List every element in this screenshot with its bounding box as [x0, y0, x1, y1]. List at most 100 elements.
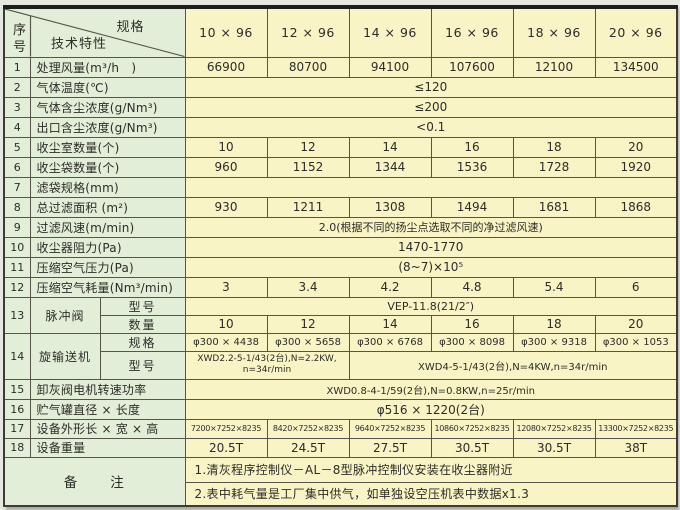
cell-value: 18: [512, 314, 596, 334]
cell-value: 30.5T: [512, 437, 596, 458]
spec-col-header: 14 × 96: [348, 6, 432, 58]
cell-value: 1152: [266, 156, 350, 178]
notes-row: 2.表中耗气量是工厂集中供气，如单独设空压机表中数据x1.3: [4, 481, 678, 507]
cell-value: 20: [594, 136, 678, 158]
cell-value: φ300 × 5658: [266, 332, 350, 352]
cell-value: 1920: [594, 156, 678, 178]
row-label: 卸灰阀电机转速功率: [29, 378, 186, 400]
table-row: 8 总过滤面积 (m²) 930 1211 1308 1494 1681 186…: [3, 196, 678, 218]
cell-span-value: ≤120: [184, 76, 678, 98]
row-number: 11: [3, 256, 31, 278]
spec-col-header: 18 × 96: [512, 6, 596, 58]
cell-value: 30.5T: [430, 437, 514, 458]
table-row: 2 气体温度(℃) ≤120: [3, 76, 678, 98]
cell-value: 1211: [266, 196, 350, 218]
sub-row-label: 规格: [99, 332, 186, 352]
cell-span-value: [184, 176, 678, 198]
cell-value: φ300 × 6768: [348, 332, 432, 352]
cell-value: 66900: [184, 56, 268, 78]
cell-span-value: <0.1: [184, 116, 678, 138]
sub-row-label: 数量: [99, 314, 186, 334]
cell-value: 94100: [348, 56, 432, 78]
row-number: 2: [3, 76, 31, 98]
cell-value: 4.8: [430, 276, 514, 298]
row-number: 12: [3, 276, 31, 298]
cell-value: 6: [594, 276, 678, 298]
table-row: 14 旋输送机 规格 φ300 × 4438 φ300 × 5658 φ300 …: [3, 332, 678, 380]
cell-value: 1308: [348, 196, 432, 218]
note-line: 1.清灰程序控制仪－AL－8型脉冲控制仪安装在收尘器附近: [184, 456, 678, 483]
table-row: 10 收尘器阻力(Pa) 1470-1770: [3, 236, 678, 258]
row-label: 收尘室数量(个): [29, 136, 186, 158]
cell-span-value: XWD0.8-4-1/59(2台),N=0.8KW,n=25r/min: [184, 378, 678, 400]
notes-label: 备 注: [3, 456, 186, 507]
spec-col-header: 12 × 96: [266, 6, 350, 58]
cell-value-line1: XWD2.2-5-1/43(2台),N=2.2KW,: [197, 353, 337, 364]
cell-value: 5.4: [512, 276, 596, 298]
cell-value: 14: [348, 314, 432, 334]
row-number: 1: [3, 56, 31, 78]
cell-value: 16: [430, 314, 514, 334]
corner-label-spec: 规格: [116, 20, 145, 35]
cell-span-value: 2.0(根据不同的扬尘点选取不同的净过滤风速): [184, 216, 678, 238]
row-label: 压缩空气压力(Pa): [29, 256, 186, 278]
cell-value: 134500: [594, 56, 678, 78]
cell-value: 12100: [512, 56, 596, 78]
cell-value: 7200×7252×8235: [184, 418, 268, 439]
spec-table: 序 号 规格 技术特性 10 × 96 12 × 96 14 × 96 16 ×…: [3, 5, 678, 507]
table-row: 13 脉冲阀 型号 VEP-11.8(21/2″): [3, 296, 678, 334]
notes-row: 备 注 1.清灰程序控制仪－AL－8型脉冲控制仪安装在收尘器附近: [3, 456, 678, 507]
cell-value: 1536: [430, 156, 514, 178]
cell-value: 20.5T: [184, 437, 268, 458]
row-label: 收尘袋数量(个): [29, 156, 186, 178]
note-line: 2.表中耗气量是工厂集中供气，如单独设空压机表中数据x1.3: [184, 481, 678, 507]
row-label: 处理风量(m³/h ): [29, 56, 186, 78]
row-label: 总过滤面积 (m²): [29, 196, 186, 218]
cell-span-value: VEP-11.8(21/2″): [184, 296, 678, 316]
table-row: 1 处理风量(m³/h ) 66900 80700 94100 107600 1…: [3, 56, 678, 78]
cell-value: 960: [184, 156, 268, 178]
table-row: 18 设备重量 20.5T 24.5T 27.5T 30.5T 30.5T 38…: [3, 437, 678, 458]
cell-span-value: ≤200: [184, 96, 678, 118]
cell-value: 14: [348, 136, 432, 158]
row-number: 9: [3, 216, 31, 238]
corner-cell: 序 号 规格 技术特性: [3, 6, 186, 58]
spec-col-header: 10 × 96: [184, 6, 268, 58]
diagonal-line: [5, 9, 184, 56]
cell-value: 38T: [594, 437, 678, 458]
cell-span-value: XWD2.2-5-1/43(2台),N=2.2KW, n=34r/min: [184, 350, 350, 380]
row-label: 滤袋规格(mm): [29, 176, 186, 198]
cell-value: 3.4: [266, 276, 350, 298]
cell-value: φ300 × 1053: [594, 332, 678, 352]
table-row: 16 贮气罐直径 × 长度 φ516 × 1220(2台): [3, 398, 678, 420]
spec-table-sheet: 序 号 规格 技术特性 10 × 96 12 × 96 14 × 96 16 ×…: [3, 5, 678, 507]
cell-value: 1728: [512, 156, 596, 178]
row-number: 7: [3, 176, 31, 198]
cell-value: 3: [184, 276, 268, 298]
table-row: 15 卸灰阀电机转速功率 XWD0.8-4-1/59(2台),N=0.8KW,n…: [3, 378, 678, 400]
row-label: 收尘器阻力(Pa): [29, 236, 186, 258]
cell-value: 1344: [348, 156, 432, 178]
row-number: 14: [3, 332, 31, 380]
row-number: 8: [3, 196, 31, 218]
row-label: 贮气罐直径 × 长度: [29, 398, 186, 420]
cell-value: φ300 × 4438: [184, 332, 268, 352]
row-label: 气体含尘浓度(g/Nm³): [29, 96, 186, 118]
cell-value: 12: [266, 314, 350, 334]
cell-value: 107600: [430, 56, 514, 78]
cell-value: 16: [430, 136, 514, 158]
cell-value: 930: [184, 196, 268, 218]
row-group-label: 旋输送机: [29, 332, 101, 380]
table-row: 9 过滤风速(m/min) 2.0(根据不同的扬尘点选取不同的净过滤风速): [3, 216, 678, 238]
cell-value: 1868: [594, 196, 678, 218]
row-number: 17: [3, 418, 31, 439]
cell-value: 8420×7252×8235: [266, 418, 350, 439]
table-row: 6 收尘袋数量(个) 960 1152 1344 1536 1728 1920: [3, 156, 678, 178]
row-number: 16: [3, 398, 31, 420]
table-row: 4 出口含尘浓度(g/Nm³) <0.1: [3, 116, 678, 138]
table-row: 7 滤袋规格(mm): [3, 176, 678, 198]
cell-value: 9640×7252×8235: [348, 418, 432, 439]
corner-label-tech: 技术特性: [51, 36, 108, 52]
table-row: 5 收尘室数量(个) 10 12 14 16 18 20: [3, 136, 678, 158]
